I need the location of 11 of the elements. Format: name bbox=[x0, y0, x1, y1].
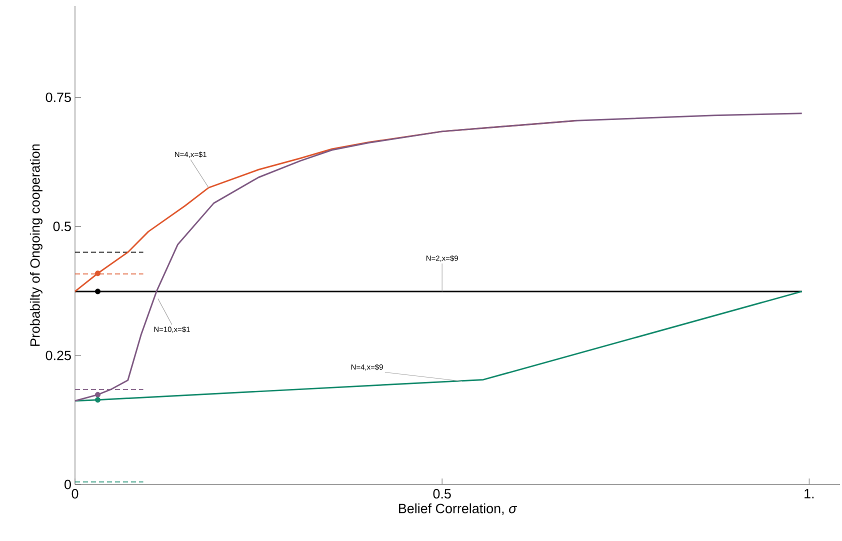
x-tick-label: 1. bbox=[804, 489, 814, 498]
line-series bbox=[74, 112, 803, 402]
x-axis-title: Belief Correlation, σ bbox=[399, 503, 518, 515]
y-tick-label: 0.5 bbox=[53, 222, 71, 232]
y-tick-label: 0.25 bbox=[46, 350, 71, 360]
x-tick-label: 0 bbox=[72, 489, 78, 499]
y-tick-label: 0.75 bbox=[46, 92, 71, 102]
line-series bbox=[74, 290, 803, 402]
y-axis-title: Probabilty of Ongoing cooperation bbox=[30, 144, 42, 346]
x-tick-label: 0.5 bbox=[433, 489, 451, 499]
y-tick-label: 0 bbox=[64, 480, 71, 490]
